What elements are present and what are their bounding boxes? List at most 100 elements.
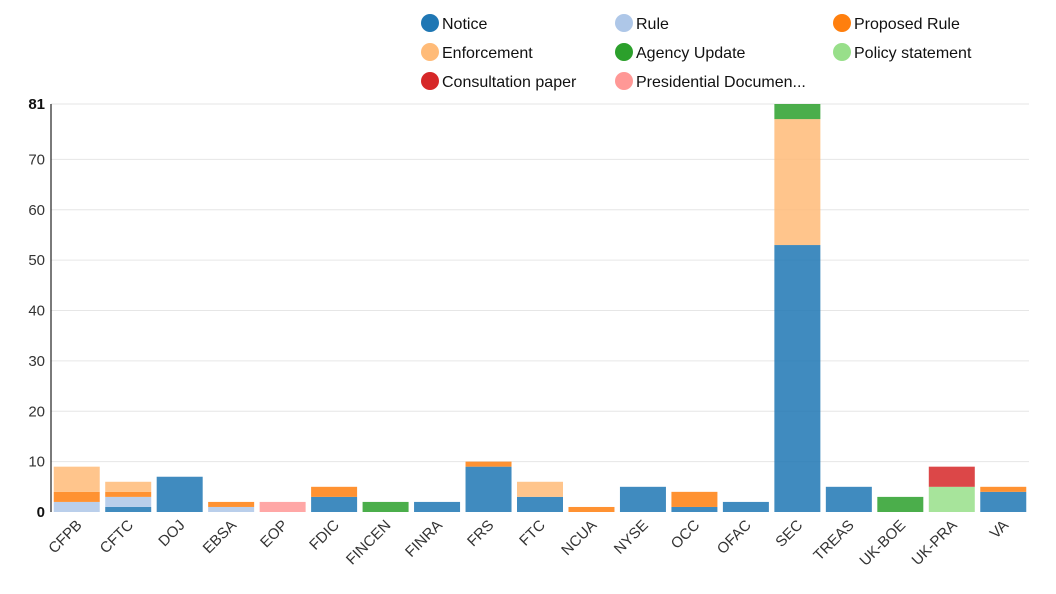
bar-occ-notice[interactable] (671, 506, 718, 512)
legend-item-notice[interactable]: Notice (421, 14, 487, 33)
y-tick-label: 50 (28, 252, 45, 269)
bar-finra-notice[interactable] (414, 501, 461, 512)
bar-sec-agency-update[interactable] (774, 104, 821, 120)
bar-stack-fdic[interactable] (311, 486, 358, 512)
x-tick-label-frs: FRS (464, 517, 497, 550)
y-tick-label: 70 (28, 151, 45, 168)
y-tick-label: 30 (28, 353, 45, 370)
bar-ftc-notice[interactable] (517, 496, 563, 512)
legend-marker-rule (615, 14, 633, 32)
bar-uk-pra-consultation-paper[interactable] (928, 466, 975, 487)
bar-stack-frs[interactable] (465, 461, 512, 512)
x-tick-label-cfpb: CFPB (45, 517, 85, 557)
bar-sec-notice[interactable] (774, 245, 821, 512)
bar-stack-ebsa[interactable] (208, 501, 255, 512)
bar-ncua-proposed-rule[interactable] (568, 506, 615, 512)
legend-item-proposed-rule[interactable]: Proposed Rule (833, 14, 960, 33)
bar-ebsa-rule[interactable] (208, 506, 255, 512)
legend-item-enforcement[interactable]: Enforcement (421, 43, 533, 62)
bar-stack-nyse[interactable] (619, 486, 666, 512)
bar-fdic-notice[interactable] (311, 496, 358, 512)
bar-va-notice[interactable] (980, 491, 1027, 512)
bar-occ-proposed-rule[interactable] (671, 491, 718, 507)
legend-item-consultation-paper[interactable]: Consultation paper (421, 72, 577, 91)
bar-cftc-rule[interactable] (105, 496, 152, 507)
bar-stack-finra[interactable] (414, 501, 461, 512)
bar-stack-ncua[interactable] (568, 506, 615, 512)
x-tick-label-uk-pra: UK-PRA (909, 517, 961, 569)
bar-stack-sec[interactable] (774, 104, 821, 512)
legend-marker-notice (421, 14, 439, 32)
chart-gridlines (51, 103, 1029, 463)
chart-bars (53, 104, 1027, 512)
x-tick-label-occ: OCC (668, 517, 704, 553)
y-tick-label: 81 (28, 96, 45, 113)
bar-stack-doj[interactable] (156, 476, 203, 512)
bar-stack-uk-pra[interactable] (928, 466, 975, 512)
bar-treas-notice[interactable] (825, 486, 872, 512)
bar-fincen-agency-update[interactable] (362, 501, 409, 512)
legend-label-agency-update: Agency Update (636, 45, 746, 62)
bar-stack-ftc[interactable] (517, 481, 563, 512)
x-tick-label-finra: FINRA (402, 517, 446, 561)
bar-cftc-proposed-rule[interactable] (105, 491, 152, 497)
bar-frs-proposed-rule[interactable] (465, 461, 512, 467)
bar-doj-notice[interactable] (156, 476, 203, 512)
bar-cfpb-rule[interactable] (53, 501, 100, 512)
bar-stack-va[interactable] (980, 486, 1027, 512)
x-tick-label-cftc: CFTC (97, 517, 137, 557)
x-tick-label-uk-boe: UK-BOE (856, 517, 909, 570)
bar-nyse-notice[interactable] (619, 486, 666, 512)
bar-frs-notice[interactable] (465, 466, 512, 512)
chart-legend: Notice Rule Proposed Rule Enforcement Agency… (421, 14, 972, 91)
bar-sec-enforcement[interactable] (774, 119, 821, 246)
bar-stack-eop[interactable] (259, 501, 306, 512)
legend-item-agency-update[interactable]: Agency Update (615, 43, 746, 62)
x-tick-label-eop: EOP (257, 517, 291, 551)
y-tick-label: 40 (28, 303, 45, 320)
y-tick-label: 60 (28, 202, 45, 219)
bar-fdic-proposed-rule[interactable] (311, 486, 358, 497)
bar-eop-presidential-documen[interactable] (259, 501, 306, 512)
x-tick-label-fdic: FDIC (306, 517, 343, 554)
legend-item-rule[interactable]: Rule (615, 14, 669, 33)
bar-stack-occ[interactable] (671, 491, 718, 512)
legend-item-policy-statement[interactable]: Policy statement (833, 43, 972, 62)
bar-va-proposed-rule[interactable] (980, 486, 1027, 492)
x-tick-label-treas: TREAS (810, 517, 857, 564)
bar-stack-treas[interactable] (825, 486, 872, 512)
y-tick-label: 0 (37, 504, 45, 521)
bar-stack-fincen[interactable] (362, 501, 409, 512)
legend-label-rule: Rule (636, 16, 669, 33)
bar-ftc-enforcement[interactable] (517, 481, 563, 497)
bar-cfpb-enforcement[interactable] (53, 466, 100, 492)
x-tick-label-va: VA (987, 517, 1012, 542)
bar-cfpb-proposed-rule[interactable] (53, 491, 100, 502)
x-tick-label-sec: SEC (772, 517, 806, 551)
x-tick-label-doj: DOJ (155, 517, 188, 550)
bar-cftc-enforcement[interactable] (105, 481, 152, 492)
x-tick-label-ebsa: EBSA (200, 517, 240, 557)
legend-marker-policy-statement (833, 43, 851, 61)
legend-label-policy-statement: Policy statement (854, 45, 972, 62)
bar-stack-cfpb[interactable] (53, 466, 100, 512)
bar-cftc-notice[interactable] (105, 506, 152, 512)
x-tick-label-ofac: OFAC (714, 517, 755, 558)
legend-item-presidential-documen[interactable]: Presidential Documen... (615, 72, 806, 91)
x-tick-label-fincen: FINCEN (343, 517, 395, 569)
bar-ofac-notice[interactable] (722, 501, 769, 512)
bar-stack-cftc[interactable] (105, 481, 152, 512)
legend-marker-agency-update (615, 43, 633, 61)
legend-marker-enforcement (421, 43, 439, 61)
bar-uk-boe-agency-update[interactable] (877, 496, 924, 512)
x-tick-label-nyse: NYSE (611, 517, 652, 558)
y-tick-label: 10 (28, 454, 45, 471)
bar-ebsa-proposed-rule[interactable] (208, 501, 255, 507)
legend-label-notice: Notice (442, 16, 487, 33)
bar-uk-pra-policy-statement[interactable] (928, 486, 975, 512)
bar-stack-ofac[interactable] (722, 501, 769, 512)
bar-stack-uk-boe[interactable] (877, 496, 924, 512)
legend-marker-proposed-rule (833, 14, 851, 32)
